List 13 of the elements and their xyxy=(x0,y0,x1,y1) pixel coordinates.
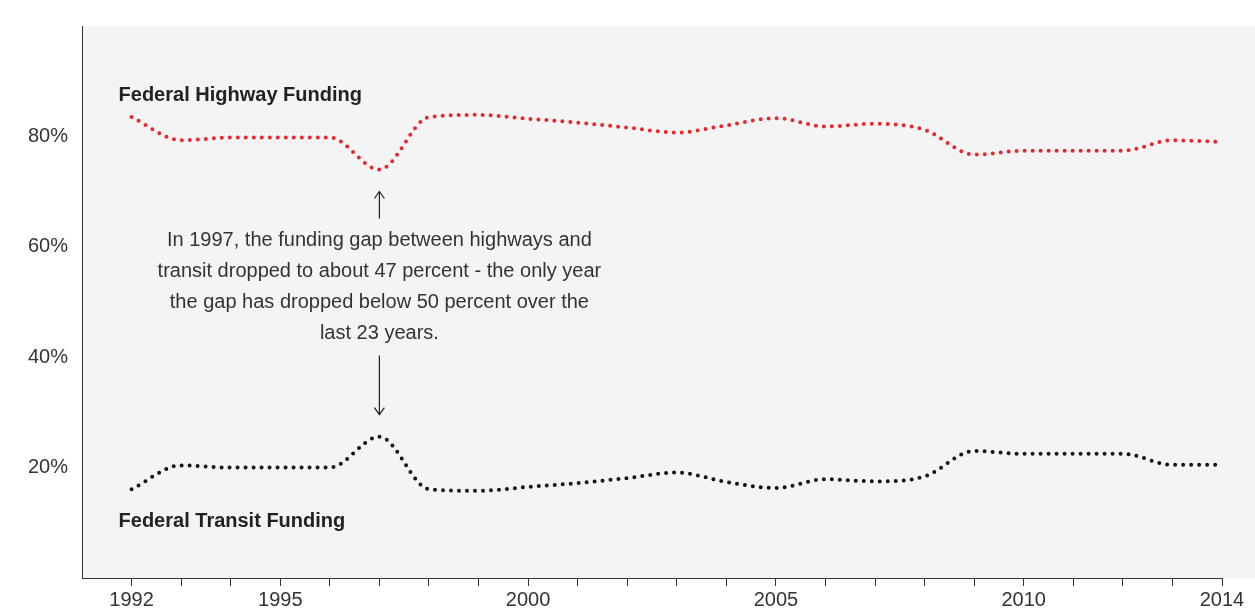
annotation: In 1997, the funding gap between highways and transit dropped to about 47 percent - the only year the gap has dropped below 50 percent over the last 23 years. xyxy=(157,228,602,344)
x-tick-label: 2010 xyxy=(1001,587,1046,610)
y-tick-label: 40% xyxy=(27,344,69,367)
series-label: Federal Transit Funding xyxy=(118,508,346,531)
series-label: Federal Highway Funding xyxy=(118,82,362,105)
y-tick-label: 80% xyxy=(27,123,69,146)
y-tick-label: 60% xyxy=(27,234,69,257)
x-tick-label: 1995 xyxy=(258,587,303,610)
y-tick-label: 20% xyxy=(27,455,69,478)
x-tick-label: 1992 xyxy=(109,587,154,610)
x-tick-label: 2000 xyxy=(505,587,551,610)
x-tick-label: 2005 xyxy=(753,587,799,610)
x-tick-label: 2014 xyxy=(1199,587,1245,610)
